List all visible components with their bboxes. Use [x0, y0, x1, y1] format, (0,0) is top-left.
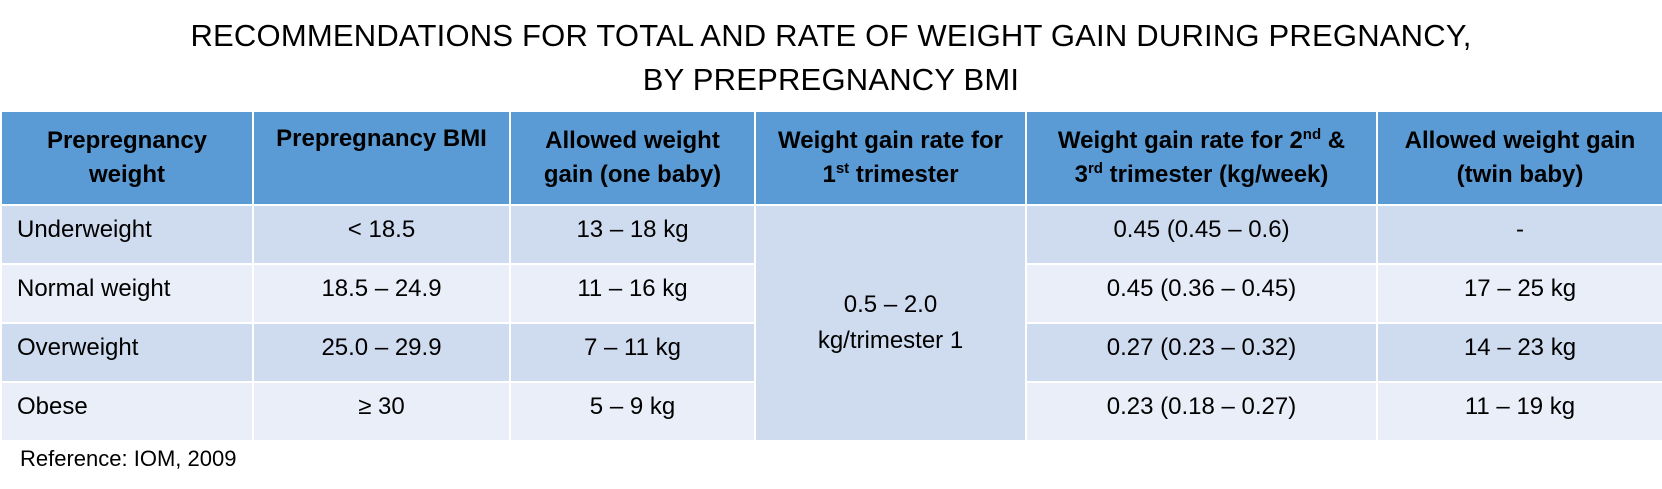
header-rate-first-trimester: Weight gain rate for 1st trimester	[754, 110, 1027, 206]
cell-rate-2-3: 0.27 (0.23 – 0.32)	[1025, 322, 1378, 383]
header-allowed-gain-one-baby: Allowed weight gain (one baby)	[509, 110, 756, 206]
cell-weight: Underweight	[0, 204, 254, 265]
cell-weight: Overweight	[0, 322, 254, 383]
header-prepregnancy-bmi: Prepregnancy BMI	[252, 110, 511, 206]
page-title: RECOMMENDATIONS FOR TOTAL AND RATE OF WE…	[0, 14, 1662, 102]
cell-bmi: 18.5 – 24.9	[252, 263, 511, 324]
cell-twin: -	[1376, 204, 1662, 265]
cell-weight: Obese	[0, 381, 254, 442]
cell-weight: Normal weight	[0, 263, 254, 324]
table-row-overweight: Overweight 25.0 – 29.9 7 – 11 kg 0.27 (0…	[0, 322, 1662, 383]
header-prepregnancy-weight: Prepregnancy weight	[0, 110, 254, 206]
first-trimester-line-1: 0.5 – 2.0	[843, 291, 938, 318]
header-allowed-gain-twin: Allowed weight gain (twin baby)	[1376, 110, 1662, 206]
cell-twin: 17 – 25 kg	[1376, 263, 1662, 324]
cell-first-trimester-rate: 0.5 – 2.0 kg/trimester 1	[754, 204, 1027, 442]
table-row-normal-weight: Normal weight 18.5 – 24.9 11 – 16 kg 0.4…	[0, 263, 1662, 324]
title-line-1: RECOMMENDATIONS FOR TOTAL AND RATE OF WE…	[190, 18, 1472, 53]
header-rate-second-third-trimester: Weight gain rate for 2nd & 3rd trimester…	[1025, 110, 1378, 206]
reference-note: Reference: IOM, 2009	[20, 446, 237, 471]
cell-one-baby: 5 – 9 kg	[509, 381, 756, 442]
title-line-2: BY PREPREGNANCY BMI	[642, 62, 1020, 97]
weight-gain-table: Prepregnancy weight Prepregnancy BMI All…	[0, 110, 1662, 442]
cell-one-baby: 13 – 18 kg	[509, 204, 756, 265]
cell-twin: 11 – 19 kg	[1376, 381, 1662, 442]
cell-rate-2-3: 0.45 (0.45 – 0.6)	[1025, 204, 1378, 265]
cell-bmi: ≥ 30	[252, 381, 511, 442]
cell-bmi: < 18.5	[252, 204, 511, 265]
header-row: Prepregnancy weight Prepregnancy BMI All…	[0, 110, 1662, 206]
cell-rate-2-3: 0.23 (0.18 – 0.27)	[1025, 381, 1378, 442]
cell-twin: 14 – 23 kg	[1376, 322, 1662, 383]
cell-one-baby: 11 – 16 kg	[509, 263, 756, 324]
table-row-underweight: Underweight < 18.5 13 – 18 kg 0.5 – 2.0 …	[0, 204, 1662, 442]
cell-bmi: 25.0 – 29.9	[252, 322, 511, 383]
table-row-obese: Obese ≥ 30 5 – 9 kg 0.23 (0.18 – 0.27) 1…	[0, 381, 1662, 442]
cell-rate-2-3: 0.45 (0.36 – 0.45)	[1025, 263, 1378, 324]
first-trimester-line-2: kg/trimester 1	[817, 327, 964, 354]
cell-one-baby: 7 – 11 kg	[509, 322, 756, 383]
